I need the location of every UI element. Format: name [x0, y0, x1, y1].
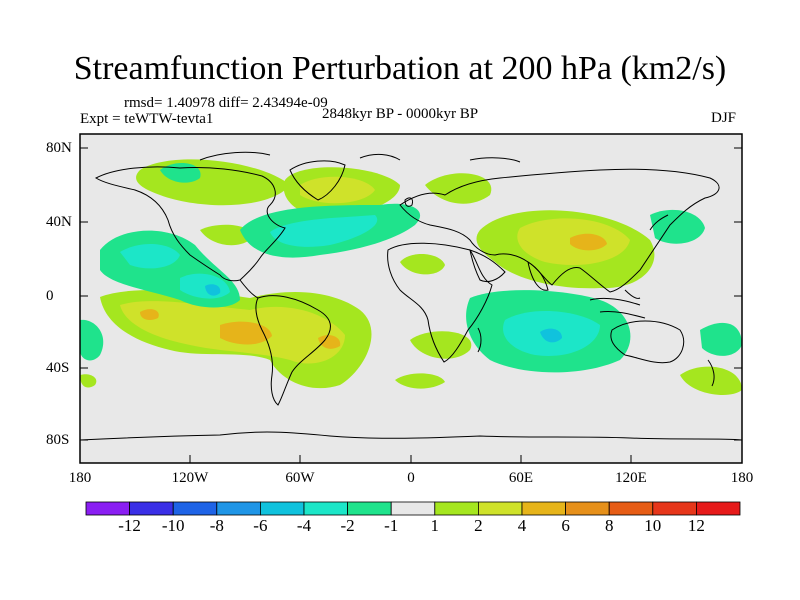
anomaly-pos-region	[425, 173, 492, 204]
colorbar-swatch	[390, 501, 436, 516]
coast-japan	[649, 214, 669, 231]
anomaly-pos-region	[140, 309, 159, 320]
anomaly-pos-region	[318, 335, 341, 349]
coast-india	[527, 260, 549, 291]
map-title: Streamfunction Perturbation at 200 hPa (…	[73, 50, 727, 87]
anomaly-pos-region	[395, 373, 445, 389]
colorbar-label: 10	[644, 516, 662, 535]
coast-new-zealand	[707, 359, 715, 387]
colorbar-swatch	[129, 501, 174, 516]
colorbar-swatch	[652, 501, 697, 516]
lat-label-80n: 80N	[46, 140, 72, 156]
coast-australia	[610, 320, 685, 364]
anomaly-neg-region	[700, 322, 742, 356]
coast-north-america	[94, 166, 286, 282]
coast-greenland	[289, 160, 346, 201]
anomaly-pos-region	[200, 224, 252, 246]
anomaly-neg-region	[205, 284, 221, 296]
anomaly-pos-region	[410, 331, 472, 359]
colorbar-swatch	[172, 501, 218, 516]
season-label: DJF	[711, 110, 737, 126]
colorbar-swatch	[216, 501, 261, 516]
anomaly-pos-region	[220, 321, 272, 345]
coast-madagascar	[477, 327, 482, 353]
colorbar-swatch	[477, 501, 523, 516]
colorbar-label: 1	[430, 516, 440, 535]
colorbar	[85, 501, 741, 516]
lat-label-40s: 40S	[46, 360, 70, 376]
coast-uk	[404, 197, 413, 207]
lat-label-eq: 0	[46, 288, 54, 304]
period-label: 2848kyr BP - 0000kyr BP	[322, 106, 479, 122]
stats-text: rmsd= 1.40978 diff= 2.43494e-09	[124, 95, 328, 111]
lat-label-40n: 40N	[46, 214, 72, 230]
colorbar-label: -10	[161, 516, 185, 535]
anomaly-pos-region	[300, 176, 375, 204]
anomaly-neg-region	[120, 244, 180, 269]
colorbar-swatch	[434, 501, 479, 516]
colorbar-swatch	[303, 501, 348, 516]
coast-arctic-islands	[199, 151, 521, 163]
colorbar-swatch	[608, 501, 654, 516]
colorbar-label: -8	[209, 516, 224, 535]
colorbar-label: 4	[517, 516, 527, 535]
anomaly-neg-region	[80, 319, 104, 361]
coast-maritime-asia	[589, 289, 646, 319]
colorbar-label: 2	[474, 516, 483, 535]
lon-label-120w: 120W	[171, 470, 209, 486]
anomaly-field	[80, 159, 742, 395]
anomaly-neg-region	[270, 215, 378, 247]
lon-label-0: 0	[407, 470, 415, 486]
coast-antarctica	[80, 431, 742, 441]
anomaly-pos-region	[680, 366, 742, 395]
lon-label-180w: 180	[68, 470, 92, 486]
colorbar-label: 12	[687, 516, 705, 535]
colorbar-swatch	[696, 501, 741, 516]
colorbar-label: -1	[384, 516, 399, 535]
lat-label-80s: 80S	[46, 432, 70, 448]
coast-south-america	[255, 295, 331, 406]
experiment-label: Expt = teWTW-tevta1	[80, 111, 214, 127]
colorbar-label: -12	[118, 516, 141, 535]
lon-label-60w: 60W	[285, 470, 315, 486]
anomaly-pos-region	[80, 374, 97, 388]
lon-label-180e: 180	[730, 470, 754, 486]
colorbar-swatch	[259, 501, 305, 516]
lon-label-120e: 120E	[615, 470, 647, 486]
anomaly-pos-region	[400, 254, 445, 275]
colorbar-label: 6	[561, 516, 570, 535]
colorbar-swatch	[565, 501, 610, 516]
colorbar-label: -6	[253, 516, 268, 535]
coast-eurasia	[399, 168, 720, 293]
colorbar-swatch	[521, 501, 566, 516]
lon-tick-marks	[79, 455, 743, 463]
lon-label-60e: 60E	[508, 470, 534, 486]
coast-arabia	[469, 249, 506, 283]
colorbar-label: 8	[604, 516, 614, 535]
lat-tick-marks	[80, 147, 742, 441]
coastlines	[80, 151, 742, 441]
anomaly-neg-region	[540, 328, 562, 343]
colorbar-swatch	[85, 501, 130, 516]
anomaly-pos-region	[570, 233, 607, 251]
colorbar-label: -4	[296, 516, 312, 535]
coast-central-america	[239, 279, 259, 299]
colorbar-swatch	[347, 501, 392, 516]
colorbar-label: -2	[340, 516, 355, 535]
